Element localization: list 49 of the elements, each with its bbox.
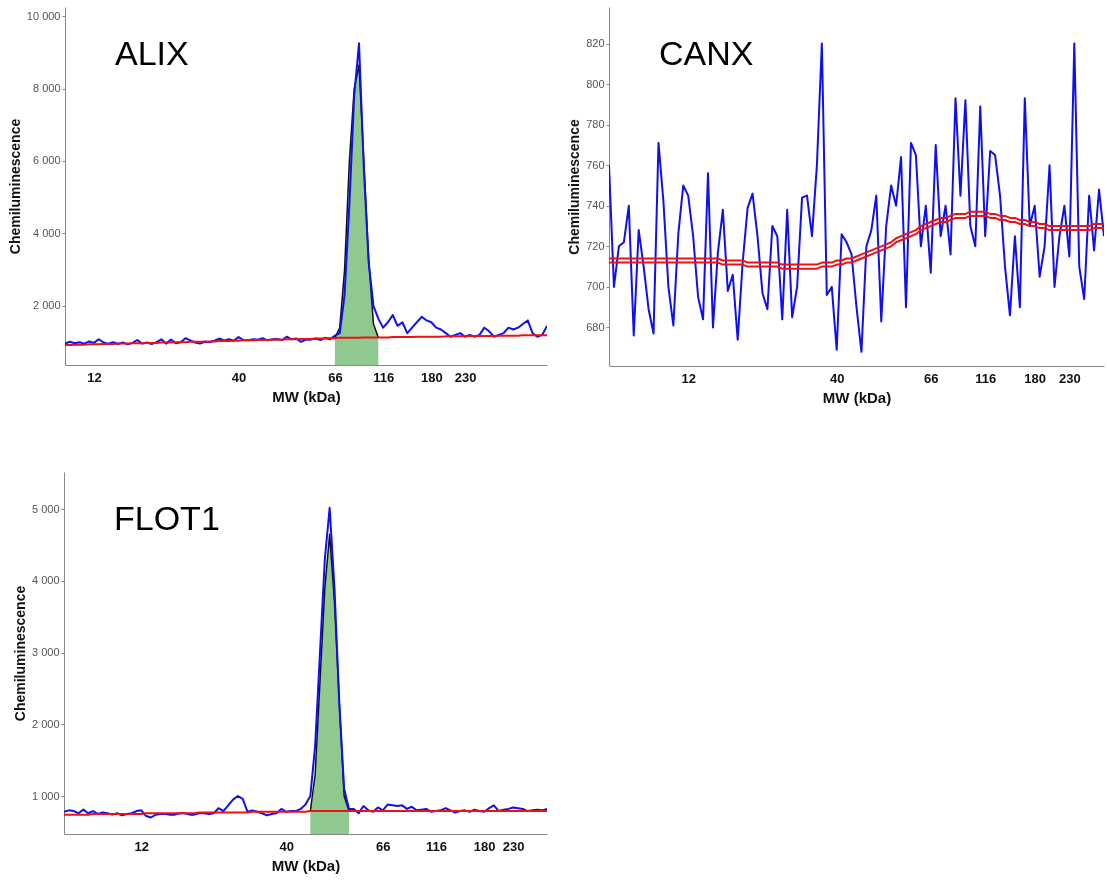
x-tick-label: 230	[454, 369, 477, 385]
y-tick-label: 8 000	[32, 82, 61, 95]
x-tick-label: 66	[328, 369, 343, 385]
y-tick-label: 5 000	[31, 502, 60, 515]
x-tick-label: 116	[975, 370, 997, 386]
y-tick-label: 720	[586, 239, 605, 252]
y-axis-title: Chemiluminescence	[566, 119, 583, 255]
y-axis-title: Chemiluminescence	[11, 585, 28, 722]
x-axis-title: MW (kDa)	[822, 388, 892, 406]
x-tick-label: 12	[134, 838, 150, 854]
x-tick-label: 12	[87, 369, 102, 385]
y-tick-label: 4 000	[31, 574, 60, 587]
x-axis-title: MW (kDa)	[271, 856, 341, 874]
y-tick-label: 820	[586, 37, 605, 50]
text: ALIX	[115, 34, 189, 72]
y-tick-label: 3 000	[31, 646, 60, 659]
y-tick-label: 680	[586, 320, 605, 333]
line-series	[65, 334, 547, 347]
x-tick-label: 40	[279, 838, 294, 854]
line-series	[65, 42, 547, 346]
x-tick-label: 180	[1024, 370, 1047, 386]
text: CANX	[659, 34, 754, 72]
x-tick-label: 66	[924, 370, 939, 386]
x-tick-label: 40	[829, 370, 845, 386]
y-tick-label: 700	[586, 280, 605, 293]
y-tick-label: 2 000	[31, 717, 60, 730]
y-tick-label: 2 000	[32, 299, 61, 312]
y-axis-title: Chemiluminescence	[6, 118, 23, 255]
x-tick-label: 180	[473, 838, 496, 854]
text: FLOT1	[114, 499, 220, 537]
y-tick-label: 1 000	[31, 789, 60, 802]
line-series	[609, 42, 1104, 353]
y-tick-label: 4 000	[32, 226, 61, 239]
x-tick-label: 230	[1059, 370, 1081, 386]
y-tick-label: 780	[586, 118, 605, 131]
y-tick-label: 760	[586, 158, 605, 171]
x-tick-label: 230	[502, 838, 525, 854]
y-tick-label: 800	[586, 77, 605, 90]
x-tick-label: 12	[681, 370, 696, 386]
x-tick-label: 40	[231, 369, 247, 385]
y-tick-label: 10 000	[26, 9, 61, 22]
x-tick-label: 116	[373, 369, 395, 385]
y-tick-label: 6 000	[32, 154, 61, 167]
x-axis-title: MW (kDa)	[272, 387, 341, 405]
x-tick-label: 180	[420, 369, 443, 385]
line-series	[64, 506, 547, 819]
y-tick-label: 740	[586, 199, 605, 212]
x-tick-label: 116	[425, 838, 447, 854]
x-tick-label: 66	[376, 838, 391, 854]
